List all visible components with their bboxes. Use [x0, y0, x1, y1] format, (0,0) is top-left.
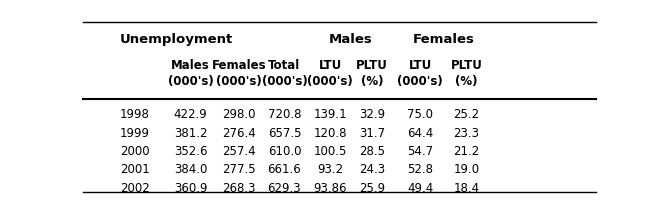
Text: 120.8: 120.8 [313, 126, 347, 140]
Text: LTU
(000's): LTU (000's) [397, 58, 444, 88]
Text: Total
(000's): Total (000's) [261, 58, 307, 88]
Text: 268.3: 268.3 [222, 182, 256, 195]
Text: 657.5: 657.5 [267, 126, 301, 140]
Text: 298.0: 298.0 [222, 108, 256, 121]
Text: 384.0: 384.0 [174, 163, 207, 176]
Text: 1999: 1999 [120, 126, 150, 140]
Text: 661.6: 661.6 [267, 163, 301, 176]
Text: 720.8: 720.8 [267, 108, 301, 121]
Text: 422.9: 422.9 [173, 108, 207, 121]
Text: Females
(000's): Females (000's) [212, 58, 267, 88]
Text: Unemployment: Unemployment [120, 33, 233, 46]
Text: 277.5: 277.5 [222, 163, 256, 176]
Text: 2001: 2001 [120, 163, 150, 176]
Text: 49.4: 49.4 [407, 182, 434, 195]
Text: 19.0: 19.0 [453, 163, 479, 176]
Text: 610.0: 610.0 [267, 145, 301, 158]
Text: Males: Males [329, 33, 373, 46]
Text: PLTU
(%): PLTU (%) [356, 58, 388, 88]
Text: 2000: 2000 [120, 145, 150, 158]
Text: PLTU
(%): PLTU (%) [451, 58, 483, 88]
Text: 75.0: 75.0 [407, 108, 434, 121]
Text: 18.4: 18.4 [453, 182, 479, 195]
Text: 352.6: 352.6 [173, 145, 207, 158]
Text: 629.3: 629.3 [267, 182, 301, 195]
Text: 381.2: 381.2 [173, 126, 207, 140]
Text: 100.5: 100.5 [313, 145, 347, 158]
Text: 25.9: 25.9 [359, 182, 385, 195]
Text: 52.8: 52.8 [407, 163, 434, 176]
Text: 1998: 1998 [120, 108, 150, 121]
Text: 23.3: 23.3 [453, 126, 479, 140]
Text: 31.7: 31.7 [359, 126, 385, 140]
Text: 276.4: 276.4 [222, 126, 256, 140]
Text: 24.3: 24.3 [359, 163, 385, 176]
Text: 32.9: 32.9 [359, 108, 385, 121]
Text: 257.4: 257.4 [222, 145, 256, 158]
Text: 64.4: 64.4 [407, 126, 434, 140]
Text: Males
(000's): Males (000's) [167, 58, 213, 88]
Text: 21.2: 21.2 [453, 145, 480, 158]
Text: 93.2: 93.2 [317, 163, 343, 176]
Text: 139.1: 139.1 [313, 108, 347, 121]
Text: 28.5: 28.5 [359, 145, 385, 158]
Text: 93.86: 93.86 [313, 182, 347, 195]
Text: 360.9: 360.9 [173, 182, 207, 195]
Text: 25.2: 25.2 [453, 108, 479, 121]
Text: Females: Females [412, 33, 475, 46]
Text: 54.7: 54.7 [407, 145, 434, 158]
Text: 2002: 2002 [120, 182, 150, 195]
Text: LTU
(000's): LTU (000's) [307, 58, 353, 88]
